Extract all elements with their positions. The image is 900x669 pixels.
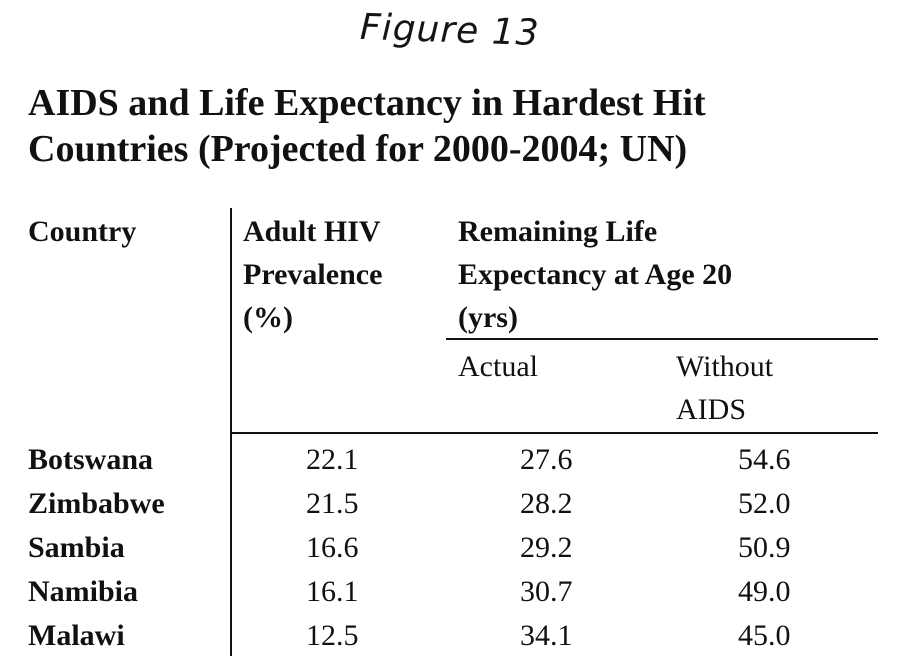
cell-actual: 34.1	[520, 619, 573, 652]
table-row: Namibia 16.1 30.7 49.0	[0, 570, 900, 614]
table-title: AIDS and Life Expectancy in Hardest Hit …	[28, 80, 888, 172]
cell-without: 50.9	[738, 531, 791, 564]
cell-without: 49.0	[738, 575, 791, 608]
table-row: Sambia 16.6 29.2 50.9	[0, 526, 900, 570]
table-row: Zimbabwe 21.5 28.2 52.0	[0, 482, 900, 526]
cell-hiv: 22.1	[306, 443, 359, 476]
cell-country: Sambia	[28, 531, 125, 564]
cell-without: 45.0	[738, 619, 791, 652]
cell-country: Malawi	[28, 619, 125, 652]
header-hiv-line-3: (%)	[243, 301, 293, 334]
table-row: Botswana 22.1 27.6 54.6	[0, 438, 900, 482]
subheader-divider	[446, 338, 878, 340]
cell-hiv: 16.1	[306, 575, 359, 608]
header-country: Country	[28, 215, 137, 248]
cell-country: Zimbabwe	[28, 487, 165, 520]
cell-actual: 28.2	[520, 487, 573, 520]
cell-hiv: 21.5	[306, 487, 359, 520]
cell-country: Botswana	[28, 443, 154, 476]
title-line-1: AIDS and Life Expectancy in Hardest Hit	[28, 82, 706, 124]
cell-hiv: 12.5	[306, 619, 359, 652]
header-hiv-line-1: Adult HIV	[243, 215, 381, 248]
cell-country: Namibia	[28, 575, 139, 608]
title-line-2: Countries (Projected for 2000-2004; UN)	[28, 128, 688, 170]
figure-label: Figure 13	[359, 6, 541, 55]
header-without-line-1: Without	[676, 350, 774, 383]
cell-actual: 30.7	[520, 575, 573, 608]
header-life-line-1: Remaining Life	[458, 215, 658, 248]
header-actual: Actual	[458, 350, 538, 383]
header-life-line-3: (yrs)	[458, 301, 518, 334]
header-hiv-line-2: Prevalence	[243, 258, 383, 291]
cell-without: 54.6	[738, 443, 791, 476]
cell-hiv: 16.6	[306, 531, 359, 564]
cell-without: 52.0	[738, 487, 791, 520]
cell-actual: 27.6	[520, 443, 573, 476]
header-divider	[230, 432, 878, 434]
cell-actual: 29.2	[520, 531, 573, 564]
header-without-line-2: AIDS	[676, 393, 747, 426]
header-life-line-2: Expectancy at Age 20	[458, 258, 733, 291]
table-row: Malawi 12.5 34.1 45.0	[0, 614, 900, 658]
